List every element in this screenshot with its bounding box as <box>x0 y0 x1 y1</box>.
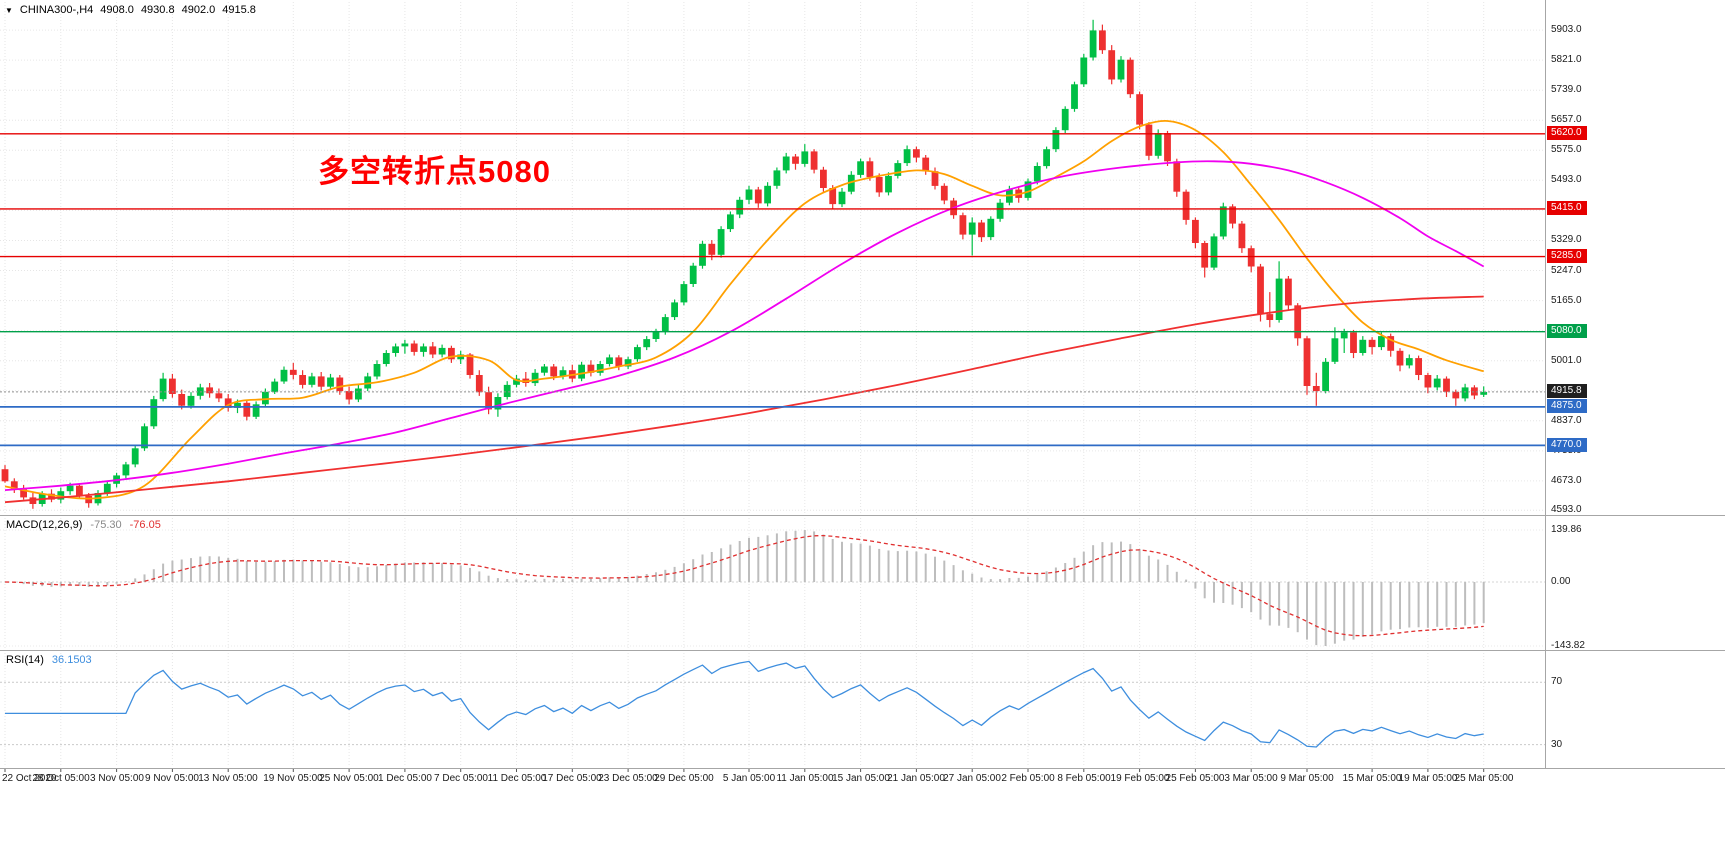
time-axis-border <box>0 768 1725 769</box>
price-axis-label: 5739.0 <box>1551 84 1582 95</box>
time-axis-label: 3 Nov 05:00 <box>90 773 144 784</box>
time-axis-label: 17 Dec 05:00 <box>542 773 602 784</box>
macd-indicator-label: MACD(12,26,9) -75.30 -76.05 <box>6 519 161 531</box>
time-axis-label: 8 Feb 05:00 <box>1057 773 1111 784</box>
rsi-axis-label: 70 <box>1551 676 1563 687</box>
ohlc-low: 4902.0 <box>181 4 216 16</box>
macd-axis-label: 0.00 <box>1551 576 1571 587</box>
macd-signal-line <box>4 534 1484 637</box>
price-axis-label: 5493.0 <box>1551 174 1582 185</box>
time-axis-label: 23 Dec 05:00 <box>598 773 658 784</box>
time-axis-label: 19 Mar 05:00 <box>1398 773 1458 784</box>
time-axis-label: 19 Nov 05:00 <box>263 773 323 784</box>
time-axis-label: 9 Nov 05:00 <box>145 773 199 784</box>
rsi-indicator-label: RSI(14) 36.1503 <box>6 654 92 666</box>
price-axis-label: 5001.0 <box>1551 355 1582 366</box>
time-axis-label: 9 Mar 05:00 <box>1280 773 1334 784</box>
price-axis-label: 4673.0 <box>1551 475 1582 486</box>
macd-axis-label: -143.82 <box>1551 640 1585 651</box>
price-axis-border <box>1545 0 1546 768</box>
pane-separator-rsi[interactable] <box>0 650 1725 651</box>
rsi-value: 36.1503 <box>51 654 92 666</box>
ohlc-close: 4915.8 <box>222 4 256 16</box>
time-axis-label: 21 Jan 05:00 <box>887 773 945 784</box>
price-axis-label: 5903.0 <box>1551 24 1582 35</box>
price-badge-5080-0: 5080.0 <box>1547 324 1587 338</box>
price-axis-label: 4837.0 <box>1551 415 1582 426</box>
price-badge-5415-0: 5415.0 <box>1547 201 1587 215</box>
ma-medium-line <box>4 160 1485 491</box>
pane-separator-macd[interactable] <box>0 515 1725 516</box>
time-axis-label: 11 Jan 05:00 <box>776 773 834 784</box>
time-axis-label: 11 Dec 05:00 <box>487 773 547 784</box>
price-badge-4875-0: 4875.0 <box>1547 399 1587 413</box>
symbol-period-label: CHINA300-,H4 <box>19 4 94 16</box>
price-axis-label: 5575.0 <box>1551 144 1582 155</box>
symbol-marker-icon: ▼ <box>5 5 13 15</box>
price-axis-label: 5821.0 <box>1551 54 1582 65</box>
time-axis-label: 13 Nov 05:00 <box>198 773 258 784</box>
time-axis-label: 2 Feb 05:00 <box>1001 773 1055 784</box>
price-badge-5620-0: 5620.0 <box>1547 126 1587 140</box>
rsi-line <box>5 660 1484 748</box>
price-axis-label: 5657.0 <box>1551 114 1582 125</box>
price-axis-label: 4593.0 <box>1551 504 1582 515</box>
time-axis-label: 15 Jan 05:00 <box>832 773 890 784</box>
time-axis-label: 27 Jan 05:00 <box>943 773 1001 784</box>
time-axis-label: 19 Feb 05:00 <box>1110 773 1170 784</box>
macd-name: MACD(12,26,9) <box>6 519 83 531</box>
time-axis-label: 25 Feb 05:00 <box>1165 773 1225 784</box>
time-axis-label: 28 Oct 05:00 <box>32 773 90 784</box>
ohlc-high: 4930.8 <box>140 4 175 16</box>
price-badge-5285-0: 5285.0 <box>1547 249 1587 263</box>
symbol-info-overlay: ▼ CHINA300-,H4 4908.0 4930.8 4902.0 4915… <box>5 4 256 16</box>
price-axis[interactable]: 5903.05821.05739.05657.05575.05493.05411… <box>1546 0 1725 768</box>
time-axis-label: 25 Nov 05:00 <box>319 773 379 784</box>
price-axis-label: 5247.0 <box>1551 265 1582 276</box>
time-axis-label: 7 Dec 05:00 <box>434 773 488 784</box>
time-axis-label: 25 Mar 05:00 <box>1454 773 1514 784</box>
time-axis-label: 1 Dec 05:00 <box>378 773 432 784</box>
price-axis-label: 5329.0 <box>1551 234 1582 245</box>
time-axis-label: 15 Mar 05:00 <box>1342 773 1402 784</box>
chart-annotation-text[interactable]: 多空转折点5080 <box>318 154 551 189</box>
time-axis-label: 22 Oct 2020 <box>2 773 57 784</box>
rsi-name: RSI(14) <box>6 654 44 666</box>
macd-axis-label: 139.86 <box>1551 524 1582 535</box>
ma-long-line <box>4 295 1484 504</box>
time-axis[interactable]: 22 Oct 2020 28 Oct 05:00 3 Nov 05:00 9 Nov … <box>0 769 1725 795</box>
macd-signal-value: -76.05 <box>129 519 161 531</box>
price-badge-4915-8: 4915.8 <box>1547 384 1587 398</box>
time-axis-label: 3 Mar 05:00 <box>1224 773 1278 784</box>
time-axis-label: 5 Jan 05:00 <box>722 773 776 784</box>
price-axis-label: 5165.0 <box>1551 295 1582 306</box>
price-badge-4770-0: 4770.0 <box>1547 438 1587 452</box>
macd-main-value: -75.30 <box>90 519 122 531</box>
time-axis-label: 29 Dec 05:00 <box>654 773 714 784</box>
ohlc-open: 4908.0 <box>100 4 134 16</box>
rsi-axis-label: 30 <box>1551 739 1563 750</box>
